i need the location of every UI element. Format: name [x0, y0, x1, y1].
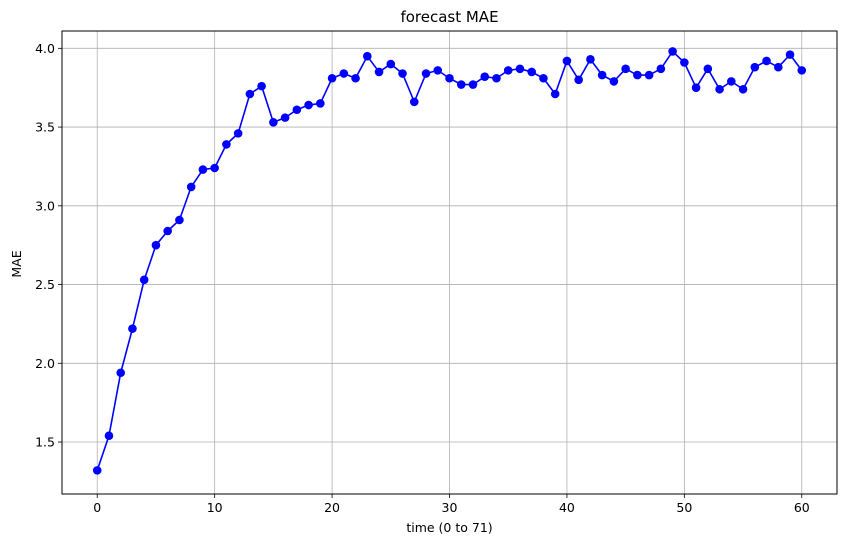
data-point [104, 431, 114, 441]
x-tick-label: 20 [324, 500, 340, 515]
data-point [703, 64, 713, 74]
data-point [656, 64, 666, 74]
x-tick-label: 30 [442, 500, 458, 515]
x-tick-label: 40 [559, 500, 575, 515]
data-point [445, 73, 454, 83]
data-point [644, 70, 654, 80]
data-point [210, 163, 219, 173]
data-point [492, 73, 501, 83]
y-axis-ticks: 1.5 2.0 2.5 3.0 3.5 4.0 [35, 41, 62, 450]
data-point [456, 80, 466, 89]
x-tick-label: 0 [93, 500, 101, 515]
data-point [550, 89, 560, 99]
data-point [773, 62, 783, 72]
y-tick-label: 4.0 [35, 41, 55, 56]
data-point [421, 69, 431, 78]
data-point [280, 113, 290, 122]
data-point [515, 64, 525, 74]
data-point [257, 81, 266, 91]
data-point [351, 73, 360, 83]
data-point [750, 62, 760, 72]
data-point [175, 215, 184, 225]
data-point [503, 66, 513, 75]
y-tick-label: 2.5 [35, 277, 55, 292]
data-point [198, 165, 208, 174]
data-point [668, 47, 677, 56]
x-axis-label: time (0 to 71) [406, 520, 492, 535]
data-point [374, 67, 384, 77]
x-tick-label: 60 [794, 500, 810, 515]
data-point [139, 275, 149, 285]
data-point [727, 77, 736, 86]
data-point [269, 118, 278, 127]
data-point [245, 89, 255, 99]
data-point [316, 99, 325, 108]
data-point [609, 77, 619, 86]
x-tick-label: 10 [207, 500, 223, 515]
data-point [433, 66, 443, 75]
data-point [233, 129, 243, 138]
data-point [797, 66, 807, 75]
data-point [633, 70, 642, 80]
data-point [680, 58, 689, 67]
data-point [586, 55, 595, 64]
x-tick-label: 50 [676, 500, 692, 515]
data-point [527, 67, 536, 77]
data-point [222, 140, 231, 149]
data-point [468, 80, 478, 89]
y-tick-label: 3.5 [35, 120, 55, 135]
data-point [574, 75, 583, 85]
y-tick-label: 1.5 [35, 435, 55, 450]
data-point [785, 50, 795, 59]
chart-title: forecast MAE [400, 8, 498, 26]
series-mae [92, 47, 807, 475]
data-point [621, 64, 630, 74]
y-tick-label: 2.0 [35, 356, 55, 371]
data-point [386, 59, 396, 69]
data-point [186, 182, 196, 192]
data-point [92, 466, 102, 475]
data-point [539, 73, 548, 83]
data-point [339, 69, 349, 78]
data-point [128, 324, 137, 333]
x-axis-ticks: 0 10 20 30 40 50 60 [93, 494, 810, 515]
data-point [562, 56, 572, 66]
grid-lines [62, 31, 837, 494]
data-point [116, 368, 126, 378]
data-point [480, 72, 490, 81]
y-axis-label: MAE [9, 250, 24, 277]
data-point [715, 84, 724, 94]
data-point [292, 105, 302, 115]
data-point [327, 73, 337, 83]
data-point [597, 70, 607, 80]
data-point [409, 97, 419, 107]
data-point [762, 56, 771, 66]
data-point [163, 226, 172, 236]
data-point [151, 240, 161, 250]
y-tick-label: 3.0 [35, 198, 55, 213]
data-point [738, 84, 748, 94]
data-point [691, 83, 701, 92]
data-point [304, 100, 313, 110]
data-point [363, 51, 372, 61]
data-point [398, 69, 407, 78]
